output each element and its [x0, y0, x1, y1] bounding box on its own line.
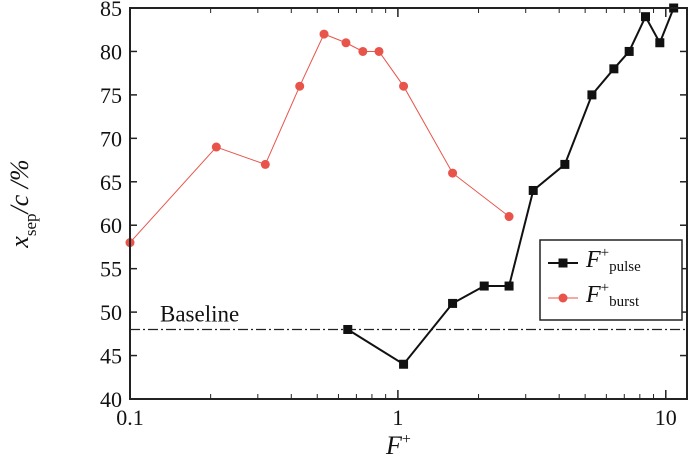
legend-label-burst: F+burst	[585, 280, 640, 310]
y-tick-label: 55	[100, 257, 122, 282]
y-axis-title-main: x	[5, 236, 34, 249]
data-point-pulse	[655, 38, 665, 48]
data-point-pulse	[528, 185, 538, 195]
y-tick-label: 50	[100, 300, 122, 325]
legend-label-pulse: F+pulse	[585, 245, 641, 275]
legend-label-burst-main: F	[585, 282, 601, 308]
x-tick-label: 10	[655, 405, 677, 430]
x-axis-title-main: F	[385, 431, 403, 460]
x-axis-title: F+	[385, 431, 411, 460]
data-point-pulse	[641, 12, 651, 22]
data-point-burst	[358, 46, 368, 56]
baseline-label: Baseline	[160, 301, 239, 326]
legend-swatch-pulse-marker	[558, 258, 568, 268]
legend: F+pulse F+burst	[539, 239, 683, 321]
data-point-pulse	[609, 64, 619, 74]
data-point-burst	[374, 46, 384, 56]
series-layer	[125, 3, 679, 369]
legend-label-pulse-sup: +	[601, 245, 609, 261]
legend-label-burst-sup: +	[601, 280, 609, 296]
data-point-pulse	[504, 281, 514, 291]
data-point-burst	[504, 212, 514, 222]
data-point-burst	[319, 29, 329, 39]
legend-label-burst-sub: burst	[609, 294, 640, 310]
legend-label-pulse-sub: pulse	[609, 259, 641, 275]
data-point-burst	[211, 142, 221, 152]
legend-box	[539, 239, 683, 321]
x-tick-label: 0.1	[116, 405, 144, 430]
data-point-pulse	[399, 359, 409, 369]
plot-frame	[129, 7, 688, 400]
y-axis-title: xsep/c /%	[5, 159, 40, 248]
y-tick-label: 60	[100, 213, 122, 238]
data-point-burst	[448, 168, 458, 178]
data-point-burst	[295, 81, 305, 91]
y-tick-label: 40	[100, 387, 122, 412]
data-point-pulse	[624, 46, 634, 56]
data-point-pulse	[560, 159, 570, 169]
series-line-burst	[129, 33, 510, 243]
y-axis-title-rest: /c /%	[5, 159, 34, 215]
data-point-burst	[341, 38, 351, 48]
y-axis-title-sub: sep	[21, 213, 40, 236]
data-point-pulse	[343, 324, 353, 334]
x-tick-label: 1	[392, 405, 403, 430]
data-point-pulse	[448, 298, 458, 308]
data-point-pulse	[587, 90, 597, 100]
data-point-burst	[399, 81, 409, 91]
legend-label-pulse-main: F	[585, 247, 601, 273]
y-tick-label: 65	[100, 170, 122, 195]
data-point-burst	[260, 159, 270, 169]
tick-layer: 40 45 50 55 60 65 70 75 80 85 0.1 1 10	[100, 0, 687, 430]
y-tick-label: 45	[100, 344, 122, 369]
x-axis-title-sup: +	[402, 431, 411, 448]
y-tick-label: 85	[100, 0, 122, 21]
y-tick-label: 75	[100, 83, 122, 108]
legend-swatch-burst-marker	[558, 293, 568, 303]
y-tick-label: 70	[100, 126, 122, 151]
data-point-pulse	[479, 281, 489, 291]
y-tick-label: 80	[100, 39, 122, 64]
